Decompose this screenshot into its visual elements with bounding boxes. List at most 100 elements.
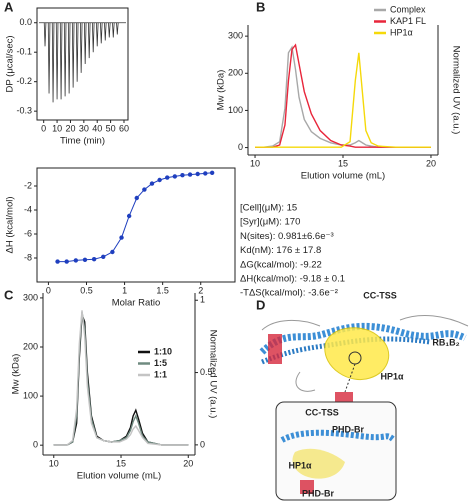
x-axis-label: Time (min): [60, 136, 105, 147]
data-point: [180, 173, 185, 178]
annotation: ΔH(kcal/mol): -9.18 ± 0.1: [240, 274, 345, 285]
annotation: N(sites): 0.981±6.6e⁻³: [240, 231, 334, 242]
fit-line: [57, 172, 213, 263]
structure-label: PHD-Br: [302, 488, 334, 498]
structure-label: HP1α: [380, 371, 404, 381]
annotation: ΔG(kcal/mol): -9.22: [240, 259, 322, 270]
series-line: [255, 45, 431, 148]
injection-peak: [108, 22, 111, 38]
x-tick-label: 10: [250, 158, 260, 168]
y-tick-label: 100: [228, 105, 243, 115]
injection-peak: [51, 22, 55, 103]
injection-peak: [59, 22, 63, 100]
coil: [259, 322, 467, 355]
x-tick-label: 2: [198, 285, 203, 295]
y-axis-label: Mw (kDa): [216, 70, 227, 111]
panel-label: B: [256, 0, 265, 14]
structure-label: HP1α: [288, 460, 312, 470]
series-line: [255, 52, 431, 148]
data-point: [119, 235, 124, 240]
y-tick-label: 0: [238, 142, 243, 152]
injection-peak: [87, 22, 91, 59]
data-point: [165, 175, 170, 180]
data-point: [82, 257, 88, 262]
y-tick-label: -0.3: [16, 106, 32, 116]
panel-label: C: [4, 287, 14, 302]
x-tick-label: 60: [119, 123, 129, 133]
annotation: Kd(nM): 176 ± 17.8: [240, 245, 321, 256]
injection-peak: [63, 22, 67, 97]
injection-peak: [43, 22, 47, 47]
legend-label: 1:10: [154, 346, 172, 356]
injection-peak: [100, 22, 103, 44]
x-axis-label: Elution volume (mL): [77, 471, 161, 482]
data-point: [195, 171, 200, 177]
structure-label: CC-TSS: [363, 290, 397, 300]
y2-tick-label: 0: [200, 439, 205, 449]
series-line: [53, 310, 189, 446]
annotation: -TΔS(kcal/mol): -3.6e⁻²: [240, 288, 338, 299]
injection-peak: [55, 22, 59, 100]
blob: [324, 327, 390, 380]
x-tick-label: 0: [41, 123, 46, 133]
coil: [280, 429, 396, 443]
y2-axis-label: Normalized UV (a.u.): [450, 46, 461, 135]
data-point: [101, 254, 106, 259]
x-tick-label: 10: [52, 123, 62, 133]
y-axis-label: Mw (kDa): [11, 354, 22, 395]
y-tick-label: 0: [33, 440, 38, 450]
y-tick-label: -0.1: [16, 47, 32, 57]
x-tick-label: 15: [338, 158, 348, 168]
y-tick-label: -2: [24, 180, 32, 190]
y-tick-label: 200: [228, 68, 243, 78]
data-point: [91, 257, 97, 262]
injection-peak: [112, 22, 115, 38]
y2-tick-label: 1: [200, 295, 205, 305]
x-tick-label: 1: [122, 285, 127, 295]
x-tick-label: 20: [183, 458, 193, 468]
plot-frame: [36, 7, 129, 121]
injection-peak: [104, 22, 107, 41]
plot-frame: [36, 167, 236, 283]
structure-label: CC-TSS: [305, 407, 339, 417]
data-point: [64, 259, 69, 264]
data-point: [110, 249, 115, 255]
y-tick-label: -8: [24, 252, 32, 262]
injection-peak: [79, 22, 83, 73]
legend-label: 1:1: [154, 369, 167, 379]
data-point: [73, 258, 79, 263]
y-tick-label: 300: [23, 292, 38, 302]
structure-label: RB₁B₂: [432, 337, 459, 347]
data-point: [203, 171, 208, 176]
data-point: [209, 170, 215, 175]
helix: [268, 334, 282, 364]
data-point: [55, 259, 60, 264]
data-point: [187, 172, 193, 177]
data-point: [126, 213, 132, 219]
x-tick-label: 1.5: [156, 285, 169, 295]
legend-label: HP1α: [390, 27, 413, 37]
data-point: [149, 181, 155, 186]
x-tick-label: 0.5: [80, 285, 93, 295]
y2-axis-label: Normalized UV (a.u.): [207, 330, 218, 419]
data-point: [172, 174, 178, 179]
structure-art: [259, 315, 469, 501]
y-tick-label: 0.0: [19, 17, 32, 27]
data-point: [157, 177, 162, 183]
y2-tick-label: 0.5: [200, 367, 213, 377]
legend-label: Complex: [390, 4, 426, 14]
x-tick-label: 20: [426, 158, 436, 168]
structure-label: PHD-Br: [332, 424, 364, 434]
panel-label: A: [4, 0, 14, 14]
injection-peak: [92, 22, 95, 53]
helix: [300, 480, 314, 494]
injection-peak: [75, 22, 79, 82]
injection-peak: [67, 22, 71, 94]
injection-peak: [47, 22, 51, 94]
blob: [292, 448, 345, 479]
y-tick-label: -6: [24, 228, 32, 238]
data-point: [134, 195, 139, 201]
y-axis-label: DP (μcal/sec): [5, 35, 16, 92]
series-line: [255, 43, 431, 148]
